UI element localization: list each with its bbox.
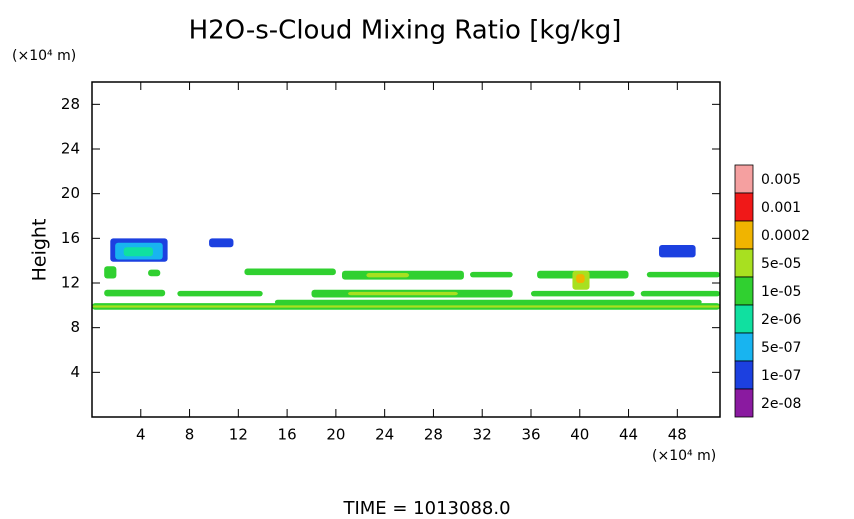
colorbar-swatch — [734, 192, 754, 222]
y-tick-label: 28 — [61, 95, 80, 113]
plot-frame — [91, 81, 721, 418]
colorbar-swatch — [734, 304, 754, 334]
x-tick-label: 4 — [136, 426, 146, 444]
x-tick-label: 32 — [473, 426, 492, 444]
contour-region — [640, 290, 720, 297]
contour-region — [244, 268, 336, 276]
x-tick-label: 24 — [375, 426, 394, 444]
contour-region — [348, 291, 458, 296]
contour-region — [92, 305, 720, 308]
x-tick-label: 28 — [424, 426, 443, 444]
y-unit: (×10⁴ m) — [12, 48, 76, 64]
y-tick-label: 12 — [61, 274, 80, 292]
y-tick-label: 4 — [70, 363, 80, 381]
contour-region — [104, 266, 117, 279]
y-tick-label: 16 — [61, 229, 80, 247]
colorbar-swatch — [734, 276, 754, 306]
x-tick-label: 8 — [185, 426, 195, 444]
x-unit: (×10⁴ m) — [652, 448, 716, 464]
colorbar-label: 2e-06 — [761, 312, 801, 328]
contour-region — [366, 272, 410, 278]
x-tick-label: 36 — [521, 426, 540, 444]
contour-region — [209, 238, 234, 248]
contour-region — [148, 269, 161, 277]
colorbar-label: 1e-07 — [761, 368, 801, 384]
contour-region — [470, 271, 513, 278]
y-tick-label: 20 — [61, 184, 80, 202]
contour-region — [646, 271, 720, 278]
colorbar-swatch — [734, 332, 754, 362]
contour-region — [177, 290, 263, 297]
contour-region — [659, 245, 696, 258]
x-tick-label: 40 — [570, 426, 589, 444]
y-tick-label: 24 — [61, 140, 80, 158]
y-tick-label: 8 — [70, 318, 80, 336]
colorbar-label: 5e-05 — [761, 256, 801, 272]
colorbar-label: 0.005 — [761, 172, 801, 188]
colorbar-swatch — [734, 220, 754, 250]
colorbar-label: 2e-08 — [761, 396, 801, 412]
colorbar-swatch — [734, 248, 754, 278]
x-tick-label: 12 — [229, 426, 248, 444]
contour-region — [576, 274, 585, 283]
x-tick-label: 48 — [668, 426, 687, 444]
y-axis-label: Height — [29, 219, 51, 282]
x-tick-label: 20 — [326, 426, 345, 444]
contour-region — [123, 247, 153, 257]
colorbar-swatch — [734, 388, 754, 418]
chart-title: H2O-s-Cloud Mixing Ratio [kg/kg] — [189, 16, 622, 46]
contour-region — [104, 289, 166, 297]
colorbar-swatch — [734, 360, 754, 390]
contour-region — [530, 290, 635, 297]
colorbar-swatch — [734, 164, 754, 194]
colorbar-label: 1e-05 — [761, 284, 801, 300]
x-tick-label: 16 — [278, 426, 297, 444]
colorbar-label: 0.001 — [761, 200, 801, 216]
colorbar-label: 0.0002 — [761, 228, 810, 244]
time-label: TIME = 1013088.0 — [342, 498, 510, 519]
contour-region — [274, 299, 702, 305]
colorbar-label: 5e-07 — [761, 340, 801, 356]
x-tick-label: 44 — [619, 426, 638, 444]
